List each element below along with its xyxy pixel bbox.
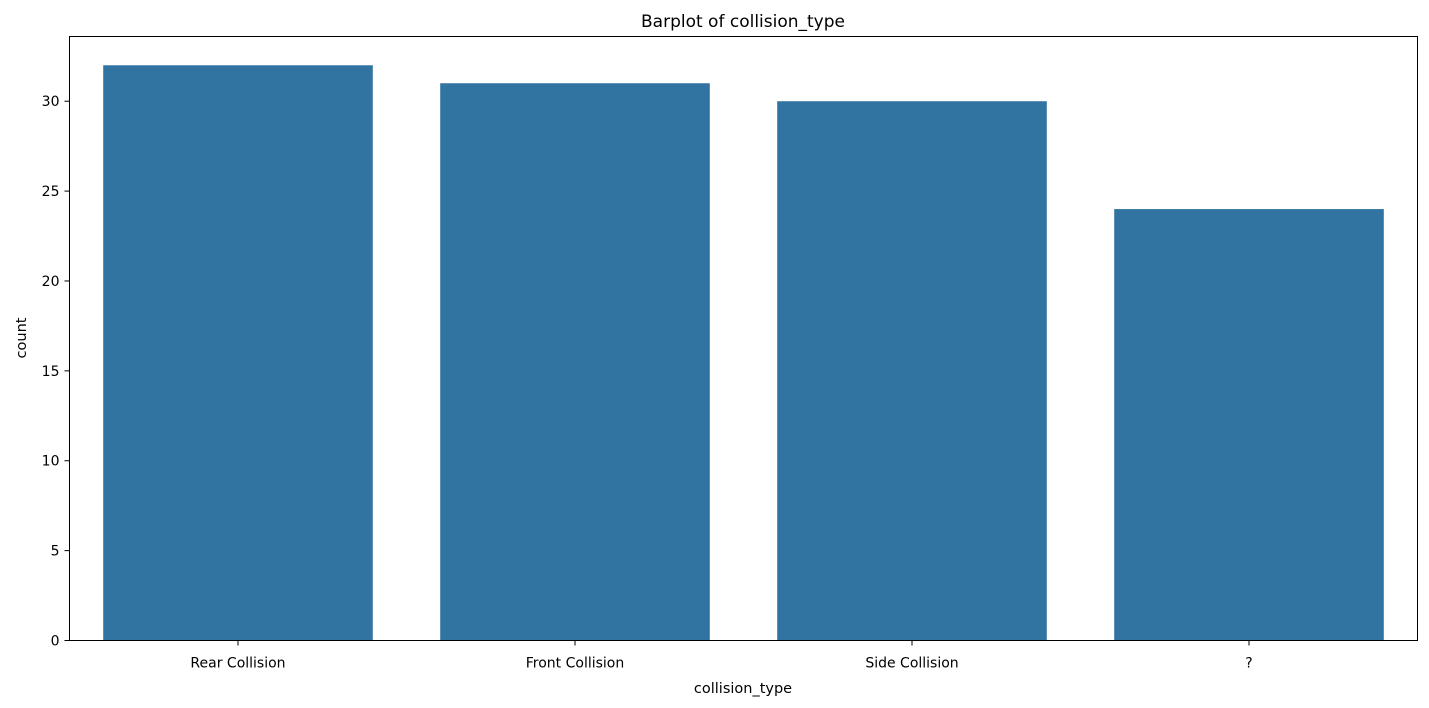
y-tick-label: 5 <box>51 544 60 560</box>
x-tick-label: ? <box>1245 656 1252 672</box>
bars-group <box>103 65 1384 641</box>
x-axis-label: collision_type <box>694 681 792 697</box>
y-tick-label: 20 <box>42 274 60 290</box>
y-axis-ticks: 0 5 10 15 20 25 30 <box>42 94 70 650</box>
y-tick-label: 30 <box>42 94 60 110</box>
x-axis-ticks: Rear Collision Front Collision Side Collis… <box>190 640 1253 672</box>
bar-1 <box>440 83 710 641</box>
x-tick-label: Side Collision <box>865 656 958 672</box>
y-tick-label: 0 <box>51 634 60 650</box>
bar-3 <box>1114 209 1384 641</box>
plot-frame <box>69 36 1418 641</box>
y-axis-label: count <box>14 317 30 358</box>
chart-title: Barplot of collision_type <box>641 12 845 32</box>
y-tick-label: 15 <box>42 364 60 380</box>
bar-0 <box>103 65 373 641</box>
x-tick-label: Rear Collision <box>190 656 285 672</box>
x-tick-label: Front Collision <box>526 656 625 672</box>
y-tick-label: 25 <box>42 184 60 200</box>
y-tick-label: 10 <box>42 454 60 470</box>
bar-2 <box>777 101 1047 641</box>
